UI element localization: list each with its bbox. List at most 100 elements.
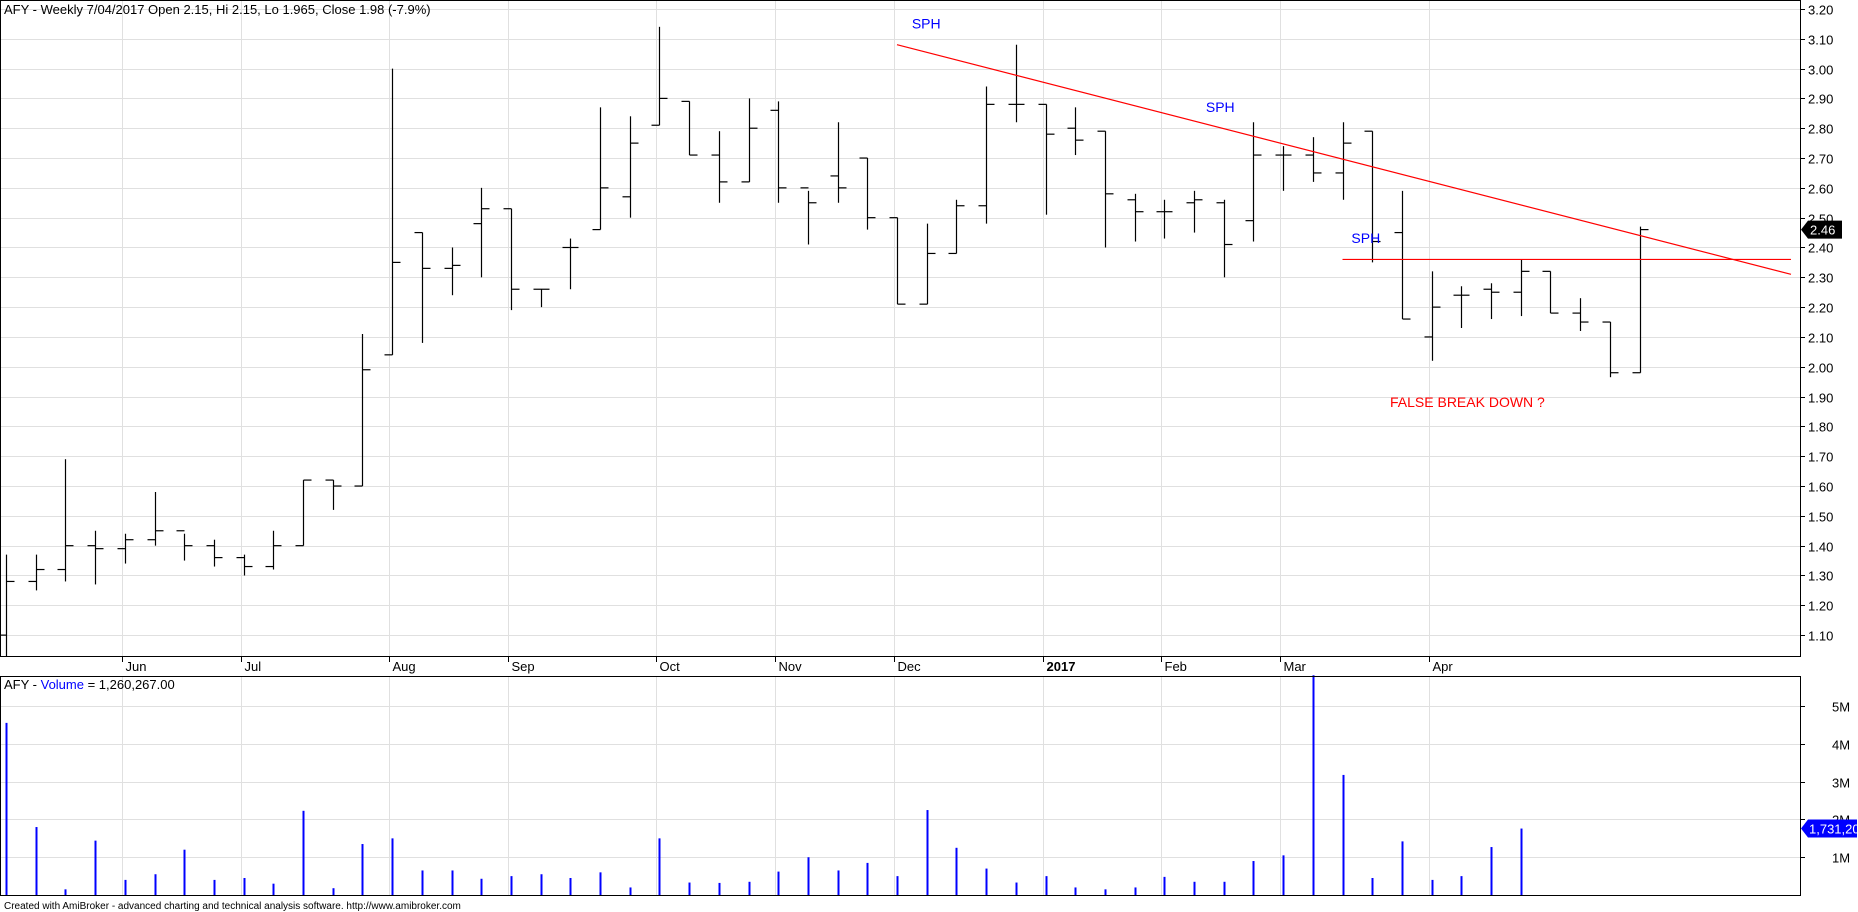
ohlc-bar — [1602, 321, 1619, 378]
ohlc-bar — [236, 554, 253, 576]
ohlc-bar — [265, 530, 282, 570]
ohlc-bar — [414, 231, 431, 343]
ohlc-bar — [889, 217, 906, 305]
price-tick-label: 1.30 — [1808, 569, 1833, 584]
month-label: Aug — [393, 659, 416, 674]
ohlc-bar — [1394, 190, 1411, 320]
sph-annotation: SPH — [1206, 99, 1235, 115]
ohlc-bar — [57, 459, 74, 582]
ohlc-bar — [1424, 271, 1441, 361]
annotations: SPH SPH SPH FALSE BREAK DOWN ? — [912, 15, 1545, 410]
volume-title-ticker: AFY - — [4, 677, 41, 692]
ohlc-bar — [1364, 130, 1381, 263]
ohlc-bar — [147, 492, 164, 546]
ohlc-bar — [28, 554, 45, 591]
ohlc-bar — [1245, 122, 1262, 242]
footer-credit: Created with AmiBroker - advanced charti… — [4, 901, 461, 912]
volume-bars — [5, 675, 1523, 895]
price-tick-label: 3.20 — [1808, 3, 1833, 18]
ohlc-bar — [206, 539, 223, 567]
price-tick-label: 2.60 — [1808, 182, 1833, 197]
volume-title: AFY - Volume = 1,260,267.00 — [4, 677, 175, 692]
ohlc-bar — [622, 116, 639, 218]
price-tick-label: 2.40 — [1808, 241, 1833, 256]
price-frame — [0, 0, 1801, 657]
ohlc-bar — [651, 26, 668, 126]
ohlc-bar — [1542, 270, 1559, 314]
ohlc-bar — [117, 533, 134, 564]
ohlc-bar — [1275, 146, 1292, 191]
chart-title: AFY - Weekly 7/04/2017 Open 2.15, Hi 2.1… — [4, 2, 431, 17]
month-label: Feb — [1165, 659, 1187, 674]
last-volume-badge: 1,731,20 — [1801, 819, 1858, 838]
ohlc-bar — [533, 288, 550, 308]
ohlc-bar — [830, 122, 847, 203]
ohlc-bar — [1156, 199, 1173, 239]
price-tick-label: 1.80 — [1808, 420, 1833, 435]
ohlc-bar — [473, 187, 490, 278]
price-tick-label: 1.90 — [1808, 391, 1833, 406]
volume-tick-label: 1M — [1832, 851, 1850, 866]
ohlc-bar — [1038, 103, 1055, 215]
ohlc-bar — [1483, 283, 1500, 320]
price-tick-label: 1.50 — [1808, 510, 1833, 525]
ohlc-bar — [176, 530, 193, 561]
month-label: 2017 — [1047, 659, 1076, 674]
ohlc-bar — [800, 187, 817, 245]
price-tick-label: 2.70 — [1808, 152, 1833, 167]
month-label: Jun — [126, 659, 147, 674]
ohlc-bar — [1067, 107, 1084, 156]
ohlc-bar — [1453, 286, 1470, 328]
price-grid — [0, 0, 1800, 656]
ohlc-bar — [1216, 199, 1233, 278]
month-label: Nov — [779, 659, 803, 674]
volume-tick-label: 5M — [1832, 700, 1850, 715]
price-tick-label: 2.30 — [1808, 271, 1833, 286]
price-tick-label: 3.00 — [1808, 63, 1833, 78]
month-label: Jul — [245, 659, 262, 674]
volume-axis: 1M2M3M4M5M — [1800, 700, 1850, 866]
sph-annotation: SPH — [912, 15, 941, 31]
ohlc-bar — [770, 101, 787, 203]
false-breakdown-annotation: FALSE BREAK DOWN ? — [1390, 394, 1545, 410]
ohlc-bar — [1335, 122, 1352, 200]
volume-tick-label: 4M — [1832, 738, 1850, 753]
price-tick-label: 1.10 — [1808, 629, 1833, 644]
price-axis: 1.10 1.20 1.30 1.40 1.50 1.60 1.70 1.80 1.90 2.00… — [1800, 3, 1833, 644]
month-label: Apr — [1433, 659, 1454, 674]
price-tick-label: 2.10 — [1808, 331, 1833, 346]
ohlc-bar — [592, 107, 609, 231]
last-price-badge-label: 2.46 — [1810, 223, 1835, 238]
last-volume-badge-shape — [1801, 819, 1857, 838]
price-pane: SPH SPH SPH FALSE BREAK DOWN ? 1.10 1.20 1.30… — [0, 0, 1842, 674]
ohlc-bar — [1632, 226, 1649, 374]
ohlc-bar — [1305, 137, 1322, 182]
price-tick-label: 2.90 — [1808, 92, 1833, 107]
ohlc-bar — [325, 479, 342, 510]
month-label: Dec — [898, 659, 922, 674]
price-bars — [0, 26, 1649, 656]
ohlc-bar — [1008, 44, 1025, 123]
price-tick-label: 3.10 — [1808, 33, 1833, 48]
ohlc-bar — [87, 530, 104, 585]
price-tick-label: 1.70 — [1808, 450, 1833, 465]
month-label: Mar — [1284, 659, 1307, 674]
price-tick-label: 1.60 — [1808, 480, 1833, 495]
volume-tick-label: 3M — [1832, 776, 1850, 791]
ohlc-bar — [948, 199, 965, 255]
ohlc-bar — [681, 100, 698, 156]
ohlc-bar — [1572, 298, 1589, 331]
sph-annotation: SPH — [1351, 230, 1380, 246]
last-price-badge: 2.46 — [1801, 220, 1842, 239]
ohlc-bar — [919, 223, 936, 305]
ohlc-bar — [859, 157, 876, 230]
price-tick-label: 1.20 — [1808, 599, 1833, 614]
ohlc-bar — [562, 238, 579, 290]
volume-title-label: Volume — [41, 677, 84, 692]
ohlc-bar — [444, 247, 461, 296]
ohlc-bar — [354, 333, 371, 487]
downtrend-line — [896, 44, 1792, 275]
volume-grid — [0, 676, 1800, 895]
month-label: Oct — [660, 659, 681, 674]
